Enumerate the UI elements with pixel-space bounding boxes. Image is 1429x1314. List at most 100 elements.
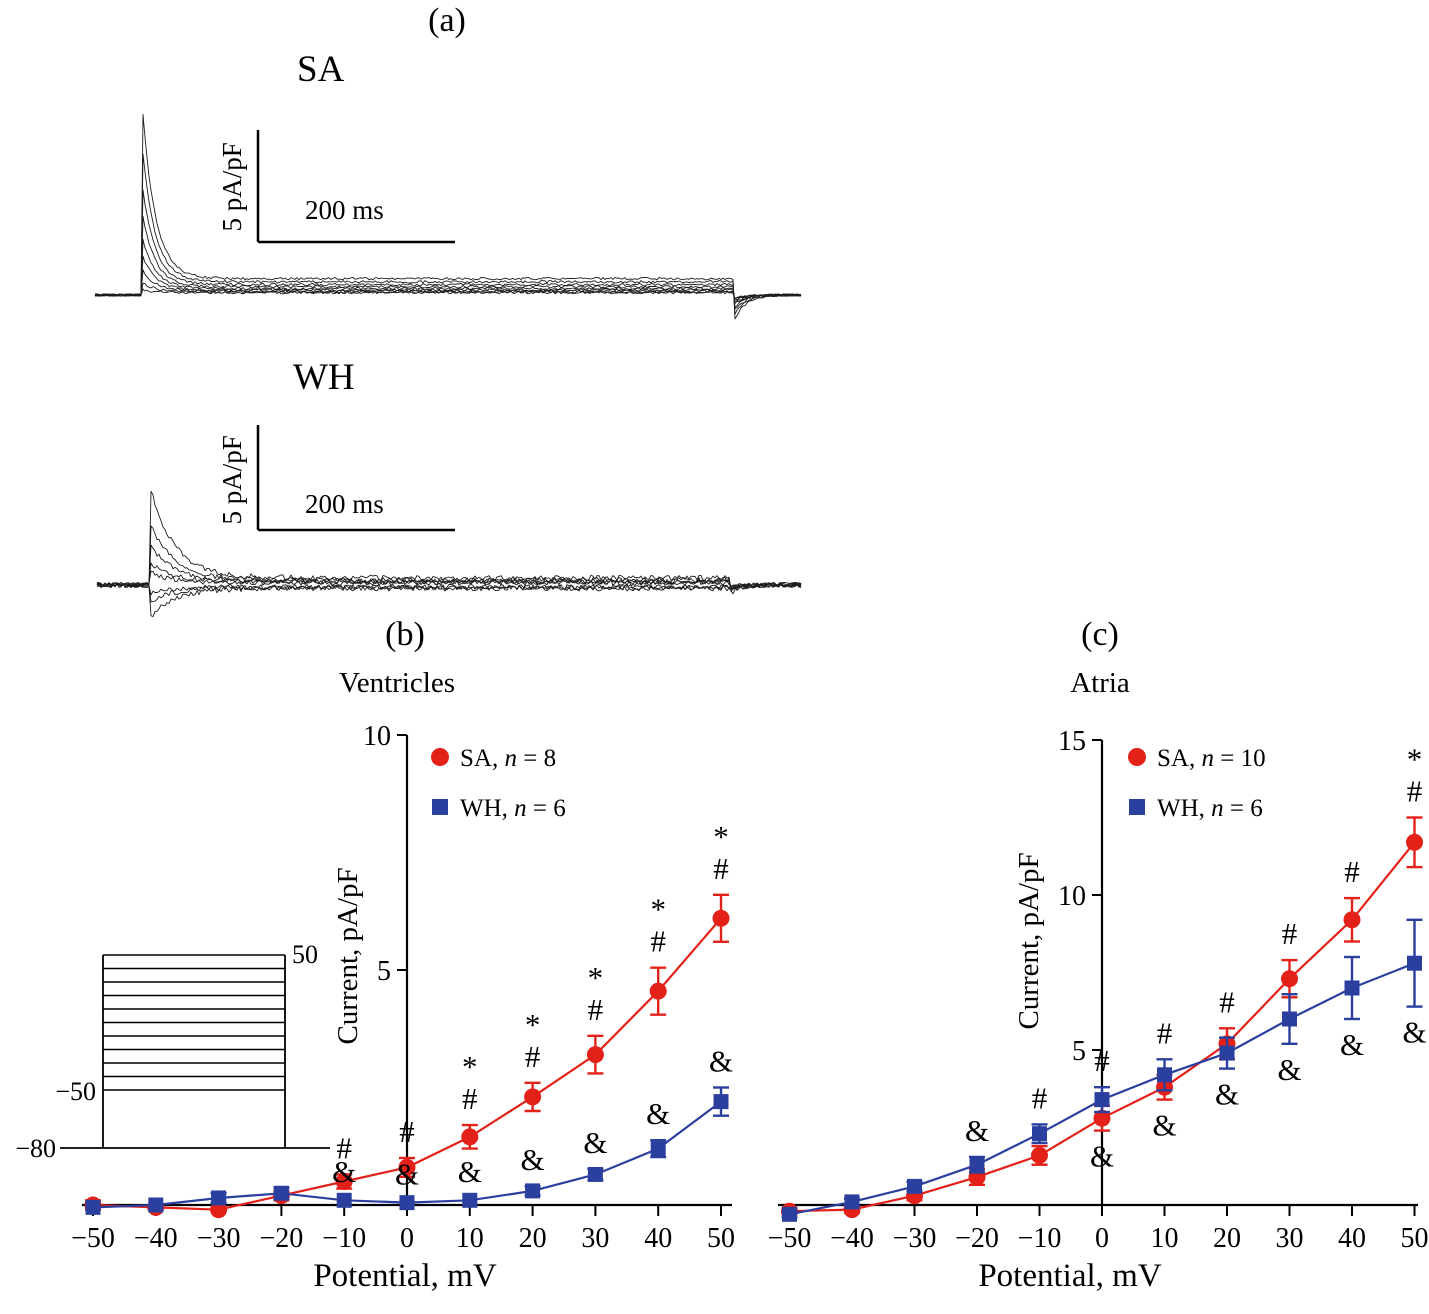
x-tick-label: 10 — [1151, 1223, 1179, 1254]
current-sweep — [96, 562, 802, 590]
y-tick-label: 15 — [1058, 726, 1086, 757]
data-point — [524, 1088, 542, 1106]
x-tick-label: −10 — [322, 1223, 366, 1254]
data-point — [782, 1206, 797, 1222]
data-point — [1344, 980, 1360, 996]
panel-a-label: (a) — [428, 2, 466, 39]
significance-marker: & — [1340, 1027, 1364, 1062]
x-tick-label: −20 — [955, 1223, 999, 1254]
data-point — [525, 1183, 541, 1199]
data-point — [1407, 955, 1422, 971]
data-point — [1282, 1011, 1297, 1027]
data-point — [969, 1157, 985, 1173]
data-point — [586, 1046, 604, 1064]
significance-marker: & — [1215, 1077, 1239, 1112]
data-point — [650, 1141, 666, 1157]
data-point — [336, 1192, 352, 1208]
protocol-holding-label: −80 — [15, 1134, 56, 1163]
significance-marker: # — [1219, 984, 1235, 1019]
data-point — [432, 799, 448, 815]
legend-label: SA, n = 10 — [1157, 745, 1266, 772]
data-point — [1128, 748, 1146, 766]
x-tick-label: −50 — [71, 1223, 115, 1254]
atria-chart-title: Atria — [1070, 667, 1130, 699]
current-sweep — [94, 288, 802, 300]
x-tick-label: 10 — [456, 1223, 484, 1254]
significance-marker: # — [1157, 1015, 1173, 1050]
y-tick-label: 5 — [1072, 1036, 1086, 1067]
data-point — [587, 1166, 603, 1182]
data-point — [1129, 799, 1145, 815]
significance-marker: & — [395, 1156, 419, 1191]
significance-marker: & — [1277, 1052, 1301, 1087]
significance-marker: # — [1032, 1080, 1048, 1115]
x-tick-label: −40 — [830, 1223, 874, 1254]
data-point — [273, 1185, 289, 1201]
x-tick-label: 20 — [519, 1223, 547, 1254]
current-sweep — [94, 113, 802, 320]
significance-marker: # — [713, 851, 729, 886]
data-point — [85, 1199, 101, 1215]
legend-label: WH, n = 6 — [1157, 795, 1263, 822]
data-point — [1031, 1146, 1048, 1164]
sa-horizontal-scale-label: 200 ms — [305, 195, 384, 225]
significance-marker: # — [1094, 1043, 1110, 1078]
significance-marker: * — [525, 1007, 541, 1042]
significance-marker: # — [1282, 916, 1298, 951]
atria-y-axis-label: Current, pA/pF — [1013, 852, 1046, 1030]
significance-marker: & — [646, 1096, 670, 1131]
x-tick-label: 30 — [581, 1223, 609, 1254]
significance-marker: * — [650, 892, 666, 927]
data-point — [148, 1197, 164, 1213]
data-point — [431, 748, 449, 766]
current-sweep — [96, 582, 802, 603]
data-point — [649, 982, 667, 1000]
current-sweep — [94, 255, 802, 302]
x-tick-label: −50 — [768, 1223, 812, 1254]
data-point — [1219, 1045, 1235, 1061]
significance-marker: & — [1402, 1015, 1426, 1050]
panel-b-label: (b) — [385, 616, 425, 653]
wh-horizontal-scale-label: 200 ms — [305, 489, 384, 519]
current-sweep — [94, 238, 802, 304]
current-sweep — [96, 582, 802, 596]
x-tick-label: 40 — [644, 1223, 672, 1254]
data-point — [1343, 911, 1361, 929]
data-point — [713, 1094, 729, 1110]
significance-marker: & — [965, 1113, 989, 1148]
data-point — [462, 1192, 478, 1208]
data-point — [907, 1178, 922, 1194]
atria-x-axis-label: Potential, mV — [978, 1258, 1162, 1294]
data-point — [1094, 1092, 1110, 1108]
y-tick-label: 10 — [363, 721, 391, 752]
significance-marker: # — [525, 1039, 541, 1074]
current-sweep — [94, 189, 802, 310]
data-point — [461, 1128, 479, 1146]
data-point — [1281, 970, 1298, 988]
legend-label: WH, n = 6 — [460, 795, 566, 822]
sa-vertical-scale-label: 5 pA/pF — [217, 142, 248, 232]
x-tick-label: −20 — [260, 1223, 304, 1254]
x-tick-label: −40 — [134, 1223, 178, 1254]
data-point — [712, 909, 730, 927]
ventricles-x-axis-label: Potential, mV — [313, 1258, 497, 1294]
y-tick-label: 10 — [1058, 881, 1086, 912]
panel-c-label: (c) — [1081, 616, 1119, 653]
x-tick-label: 0 — [400, 1223, 414, 1254]
data-point — [398, 1158, 416, 1176]
significance-marker: & — [583, 1125, 607, 1160]
x-tick-label: 50 — [707, 1223, 735, 1254]
ventricles-iv-chart: −50 −40 −30 −20 −10 0 10 20 30 40 50 5 10 SA, n = 8 WH… — [15, 721, 735, 1254]
ventricles-y-axis-label: Current, pA/pF — [332, 867, 365, 1045]
legend-label: SA, n = 8 — [460, 745, 556, 772]
significance-marker: & — [1152, 1108, 1176, 1143]
x-tick-label: 40 — [1338, 1223, 1366, 1254]
significance-marker: * — [1407, 742, 1423, 777]
protocol-low-label: −50 — [55, 1077, 96, 1106]
wh-vertical-scale-label: 5 pA/pF — [217, 435, 248, 525]
significance-marker: * — [713, 819, 729, 854]
significance-marker: # — [650, 924, 666, 959]
y-tick-label: 5 — [377, 956, 391, 987]
data-point — [1032, 1126, 1047, 1142]
significance-marker: * — [588, 960, 604, 995]
